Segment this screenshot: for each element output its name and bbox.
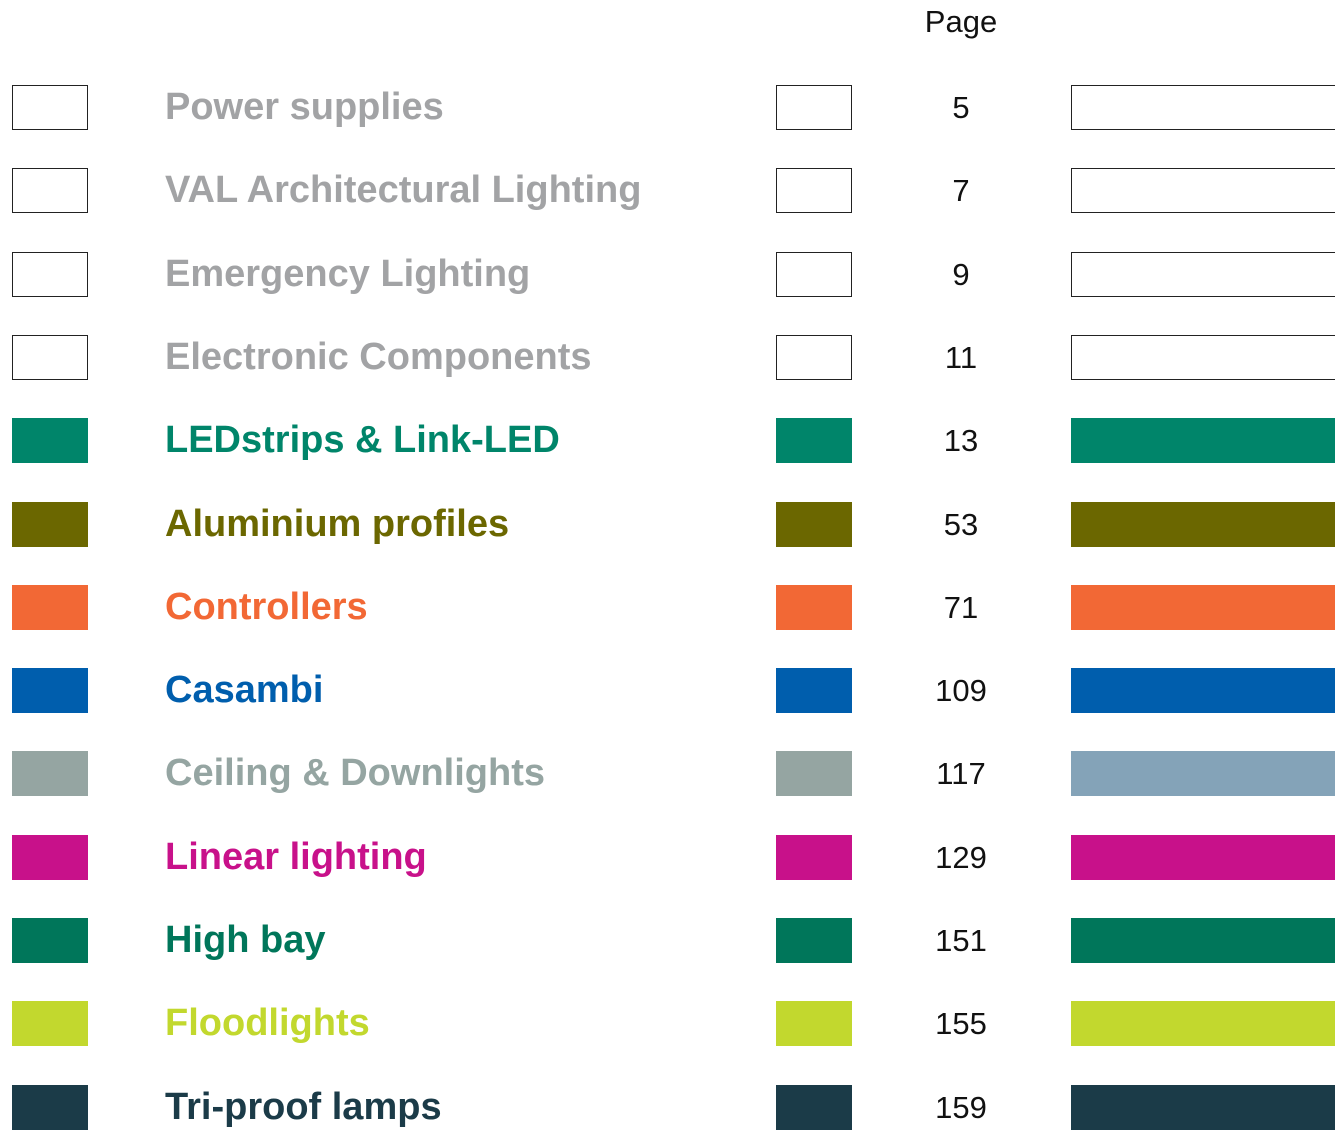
color-bar <box>1071 668 1335 714</box>
section-label: Aluminium profiles <box>165 502 510 545</box>
swatch-middle <box>776 418 852 464</box>
section-label: Floodlights <box>165 1002 370 1045</box>
swatch-left <box>12 168 88 214</box>
swatch-left <box>12 501 88 547</box>
section-label: Emergency Lighting <box>165 252 531 295</box>
swatch-middle <box>776 834 852 880</box>
swatch-left <box>12 1084 88 1130</box>
section-label: Ceiling & Downlights <box>165 752 545 795</box>
swatch-left <box>12 251 88 297</box>
page-number: 5 <box>952 90 970 125</box>
swatch-middle <box>776 251 852 297</box>
color-bar <box>1071 834 1335 880</box>
swatch-left <box>12 834 88 880</box>
section-label: Casambi <box>165 669 324 712</box>
page-number: 129 <box>935 839 987 875</box>
color-bar <box>1071 418 1335 464</box>
page-number: 71 <box>943 589 979 625</box>
section-label: Electronic Components <box>165 335 592 378</box>
swatch-middle <box>776 918 852 963</box>
swatch-left <box>12 751 88 797</box>
color-bar <box>1071 1084 1335 1130</box>
swatch-left <box>12 1001 88 1047</box>
swatch-middle <box>776 1001 852 1047</box>
color-bar <box>1071 251 1335 297</box>
swatch-middle <box>776 668 852 714</box>
section-label: Tri-proof lamps <box>165 1085 442 1128</box>
section-label: VAL Architectural Lighting <box>165 169 642 212</box>
swatch-middle <box>776 168 852 214</box>
color-bar <box>1071 501 1335 547</box>
swatch-left <box>12 918 88 963</box>
section-label: Power supplies <box>165 86 444 128</box>
swatch-left <box>12 418 88 464</box>
page-number: 11 <box>944 339 978 375</box>
section-label: LEDstrips & Link-LED <box>165 419 560 462</box>
color-bar <box>1071 334 1335 380</box>
page-number: 53 <box>943 506 979 542</box>
color-bar <box>1071 85 1335 130</box>
page-number: 159 <box>935 1089 987 1125</box>
swatch-left <box>12 85 88 130</box>
swatch-left <box>12 584 88 630</box>
swatch-middle <box>776 334 852 380</box>
swatch-middle <box>776 584 852 630</box>
swatch-middle <box>776 1084 852 1130</box>
page-number: 109 <box>935 673 987 709</box>
page-number: 13 <box>943 423 979 459</box>
swatch-left <box>12 668 88 714</box>
page-number: 9 <box>952 256 970 292</box>
section-label: Linear lighting <box>165 835 427 878</box>
color-bar <box>1071 1001 1335 1047</box>
page-number: 117 <box>936 756 986 792</box>
color-bar <box>1071 584 1335 630</box>
page-column-header: Page <box>924 4 998 39</box>
swatch-middle <box>776 85 852 130</box>
page-number: 155 <box>935 1006 987 1042</box>
page-number: 151 <box>935 923 987 958</box>
section-label: Controllers <box>165 585 368 628</box>
color-bar <box>1071 751 1335 797</box>
swatch-middle <box>776 501 852 547</box>
page-number: 7 <box>952 173 970 209</box>
swatch-left <box>12 334 88 380</box>
swatch-middle <box>776 751 852 797</box>
color-bar <box>1071 168 1335 214</box>
section-label: High bay <box>165 919 326 961</box>
color-bar <box>1071 918 1335 963</box>
